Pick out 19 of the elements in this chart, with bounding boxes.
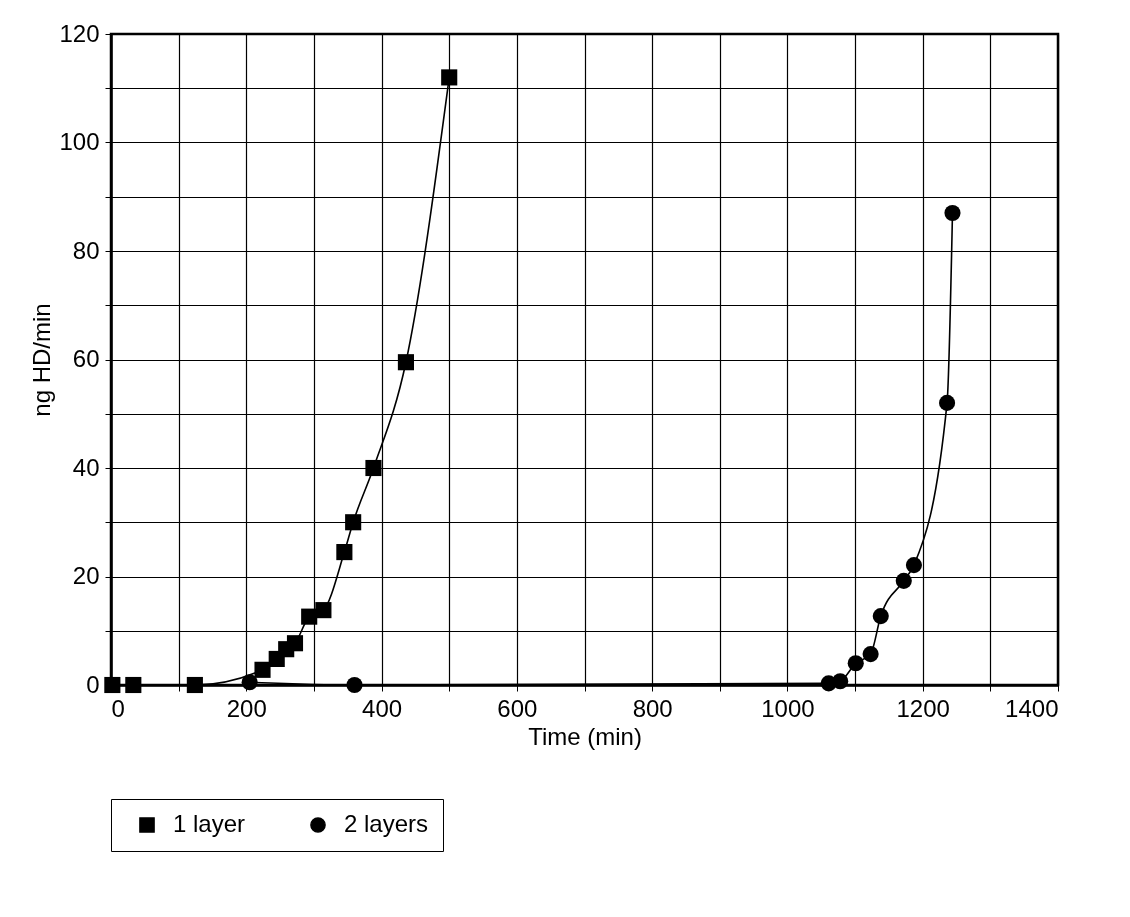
y-tick-label: 60 bbox=[72, 345, 100, 372]
y-tick-label: 0 bbox=[86, 670, 100, 698]
y-tick-label: 100 bbox=[59, 128, 100, 155]
x-tick-label: 400 bbox=[362, 694, 403, 722]
y-tick-label: 40 bbox=[72, 453, 100, 481]
x-axis-title: Time (min) bbox=[528, 722, 642, 750]
x-tick-label: 0 bbox=[111, 694, 125, 722]
y-tick-label: 20 bbox=[72, 562, 100, 589]
legend-label: 1 layer bbox=[173, 810, 246, 837]
x-tick-label: 800 bbox=[632, 694, 673, 722]
x-tick-label: 200 bbox=[226, 694, 267, 722]
x-tick-label: 1200 bbox=[896, 694, 950, 722]
y-axis-title: ng HD/min bbox=[28, 303, 56, 417]
x-tick-label: 1400 bbox=[1005, 694, 1059, 722]
y-tick-label: 80 bbox=[72, 236, 100, 264]
y-tick-label: 120 bbox=[59, 19, 100, 47]
legend-label: 2 layers bbox=[344, 810, 429, 837]
x-tick-label: 600 bbox=[497, 694, 538, 722]
x-tick-label: 1000 bbox=[761, 694, 815, 722]
